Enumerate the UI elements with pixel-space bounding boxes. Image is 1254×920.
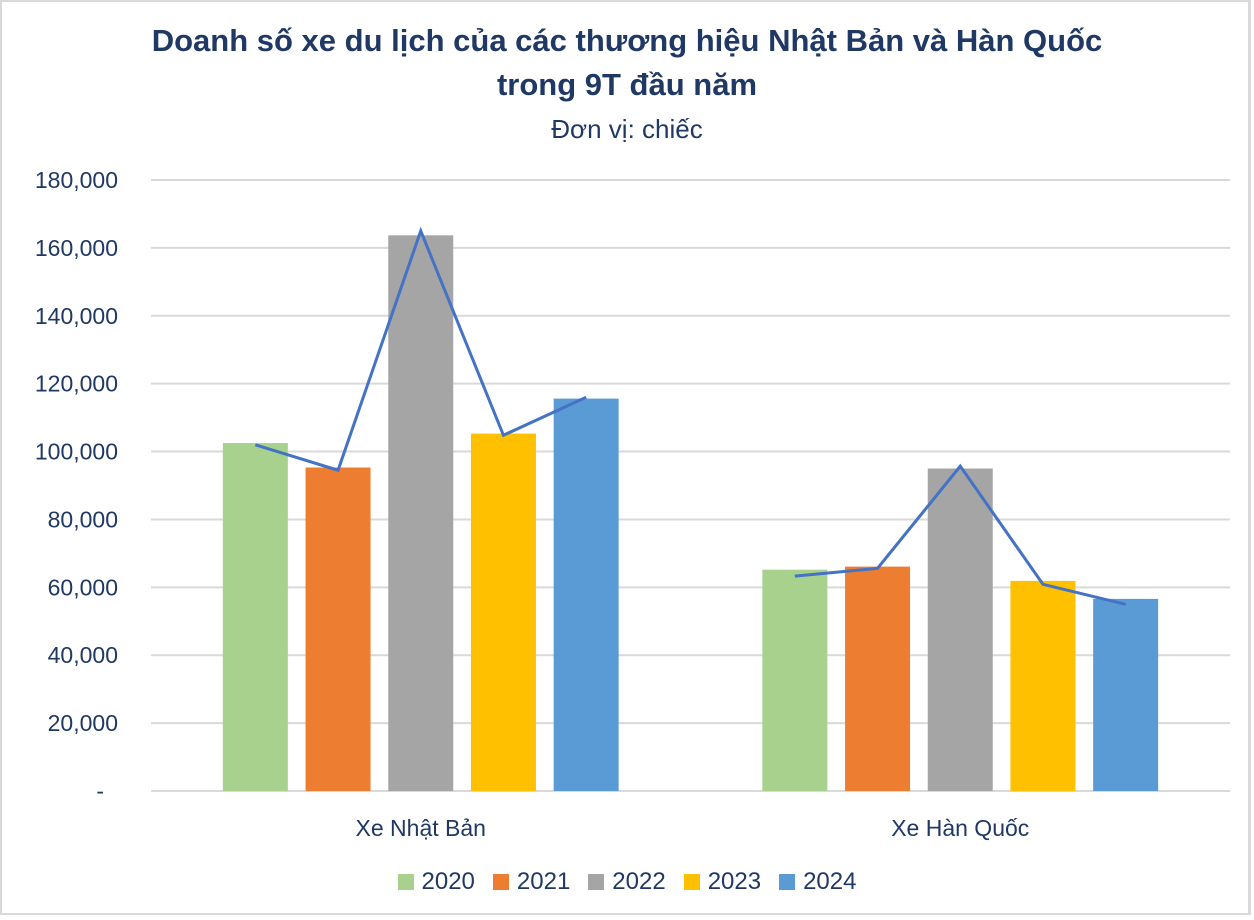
bar-2020 [762,569,828,791]
bar-2020 [222,443,288,791]
y-tick-label: 140,000 [35,303,118,329]
legend-label: 2022 [612,868,666,895]
y-tick-label: 40,000 [48,642,118,668]
chart-subtitle: Đơn vị: chiếc [551,114,703,144]
legend-item-2020: 2020 [397,866,475,898]
legend: 2020 2021 2022 2023 2024 [0,866,1254,898]
bar-2023 [1010,580,1076,791]
legend-item-2022: 2022 [588,866,666,898]
bar-2022 [927,468,993,791]
x-category-label: Xe Hàn Quốc [891,815,1029,841]
bar-2022 [388,235,454,791]
bar-2021 [845,566,911,791]
legend-item-2024: 2024 [779,866,856,898]
legend-label: 2024 [803,868,857,895]
legend-swatch-icon [683,874,700,890]
legend-swatch-icon [588,874,605,890]
y-tick-label: - [96,778,104,804]
bar-2021 [305,467,371,791]
x-category-label: Xe Nhật Bản [356,815,486,841]
legend-label: 2021 [516,868,571,895]
overlay-line [254,226,1127,606]
y-tick-label: 80,000 [48,506,118,532]
legend-swatch-icon [397,874,414,890]
legend-swatch-icon [492,874,509,890]
trend-line [254,226,587,473]
bar-2024 [1093,598,1159,791]
legend-label: 2023 [707,868,762,895]
bar-2024 [553,398,619,791]
chart-title-line-1: Doanh số xe du lịch của các thương hiệu … [151,23,1103,58]
y-tick-label: 100,000 [35,439,118,465]
chart-title-line-2: trong 9T đầu năm [496,67,758,102]
y-tick-label: 20,000 [48,710,118,736]
trend-line [794,463,1127,606]
y-tick-label: 180,000 [35,167,118,193]
legend-swatch-icon [779,874,796,890]
y-axis-ticks: - 20,000 40,000 60,000 80,000 100,000 120,000 1… [35,167,118,804]
bar-2023 [470,433,536,791]
legend-item-2021: 2021 [492,866,571,898]
legend-label: 2020 [421,868,475,895]
y-tick-label: 60,000 [48,574,118,600]
bars [222,235,1159,791]
legend-item-2023: 2023 [683,866,762,898]
y-tick-label: 160,000 [35,235,118,261]
y-tick-label: 120,000 [35,371,118,397]
x-axis-categories: Xe Nhật Bản Xe Hàn Quốc [356,815,1030,841]
